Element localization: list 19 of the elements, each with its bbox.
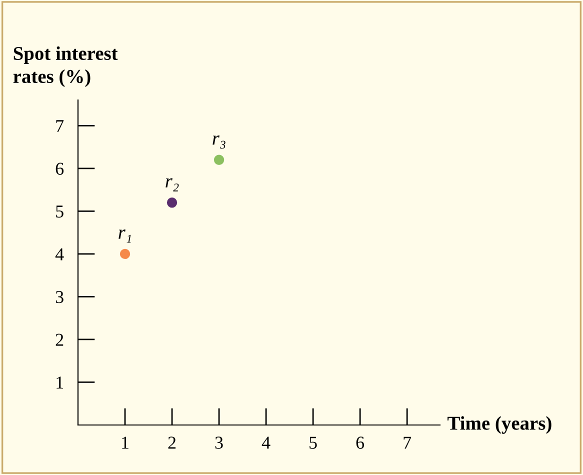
x-tick-label: 2 bbox=[168, 436, 176, 449]
y-tick-label: 2 bbox=[56, 334, 64, 346]
y-tick-label: 1 bbox=[56, 376, 64, 388]
annotation: r₃ bbox=[212, 135, 226, 149]
annotation: r₁ bbox=[118, 230, 131, 243]
y-tick-label: 6 bbox=[56, 162, 64, 175]
x-tick-label: 1 bbox=[122, 436, 128, 449]
x-tick-label: 4 bbox=[262, 436, 270, 449]
y-axis-title: Spot interest rates (%) bbox=[13, 46, 118, 87]
x-tick-label: 5 bbox=[310, 436, 317, 449]
y-tick-label: 4 bbox=[55, 248, 64, 260]
x-axis-title: Time (years) bbox=[448, 416, 552, 434]
y-tick-label: 7 bbox=[56, 120, 64, 132]
y-tick-label: 3 bbox=[56, 291, 64, 304]
x-tick-label: 6 bbox=[356, 436, 364, 449]
annotation: r₂ bbox=[166, 178, 179, 192]
x-tick-label: 3 bbox=[215, 436, 223, 449]
x-tick-label: 7 bbox=[404, 436, 412, 449]
y-tick-label: 5 bbox=[56, 206, 64, 218]
